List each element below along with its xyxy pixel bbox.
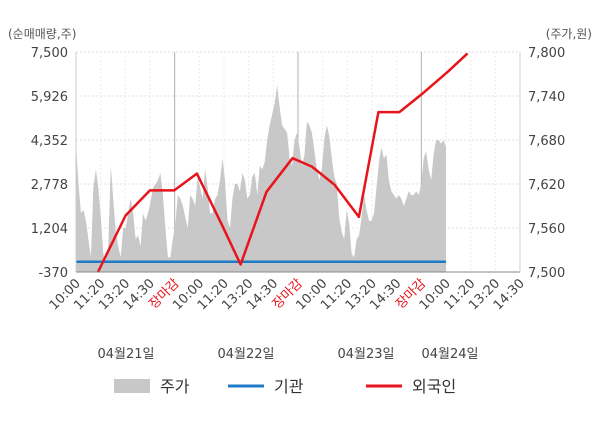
left-tick-label: -370: [38, 266, 68, 281]
date-label: 04월22일: [217, 347, 274, 362]
left-tick-label: 1,204: [31, 222, 68, 237]
legend: 주가 기관 외국인: [114, 377, 456, 396]
left-tick-label: 2,778: [31, 178, 68, 193]
price-area-layer: [76, 85, 446, 272]
date-label: 04월23일: [337, 347, 394, 362]
right-tick-label: 7,680: [528, 134, 565, 149]
legend-label: 주가: [160, 377, 190, 396]
price-area: [76, 85, 446, 272]
net-trade-lines: [76, 52, 469, 273]
foreign-line: [96, 52, 469, 273]
date-labels: 04월21일 04월22일 04월23일 04월24일: [97, 347, 478, 362]
right-tick-label: 7,740: [528, 90, 565, 105]
date-label: 04월24일: [421, 347, 478, 362]
left-axis-title: (순매매량,주): [8, 27, 76, 41]
x-axis: 10:0011:2013:2014:30장마감10:0011:2013:2014…: [47, 276, 528, 313]
left-tick-label: 4,352: [31, 134, 68, 149]
right-axis: 7,800 7,740 7,680 7,620 7,560 7,500: [528, 46, 565, 281]
legend-swatch-area: [114, 379, 150, 393]
right-tick-label: 7,560: [528, 222, 565, 237]
legend-label: 기관: [274, 377, 304, 396]
plot-frame: [75, 52, 521, 273]
right-tick-label: 7,620: [528, 178, 565, 193]
right-tick-label: 7,500: [528, 266, 565, 281]
right-tick-label: 7,800: [528, 46, 565, 61]
right-axis-title: (주가,원): [546, 27, 592, 41]
left-tick-label: 5,926: [31, 90, 68, 105]
left-tick-label: 7,500: [31, 46, 68, 61]
left-axis: 7,500 5,926 4,352 2,778 1,204 -370: [31, 46, 68, 281]
legend-label: 외국인: [412, 377, 456, 396]
date-label: 04월21일: [97, 347, 154, 362]
